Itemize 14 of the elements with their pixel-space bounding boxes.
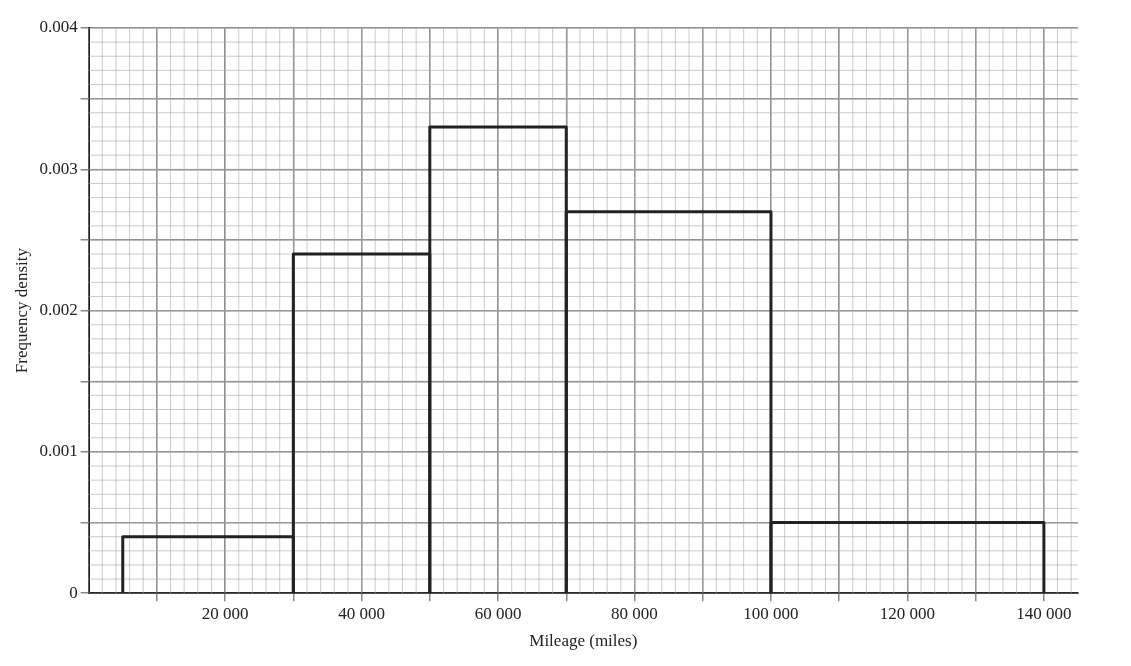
x-tick-label: 40 000 [338,603,385,623]
y-tick-label: 0.004 [39,17,79,37]
y-tick-label: 0.002 [39,300,78,320]
y-tick-label: 0 [69,582,78,602]
x-tick-label: 60 000 [474,603,522,623]
y-tick-label: 0.001 [39,441,78,461]
x-tick-label: 20 000 [201,603,249,623]
y-axis-title: Frequency density [11,247,31,374]
x-tick-label: 120 000 [879,603,936,623]
x-tick-label: 140 000 [1016,603,1072,623]
y-tick-label: 0.003 [39,158,78,178]
x-tick-label: 80 000 [611,603,658,623]
x-axis-title: Mileage (miles) [529,631,638,651]
x-tick-label: 100 000 [743,603,799,623]
